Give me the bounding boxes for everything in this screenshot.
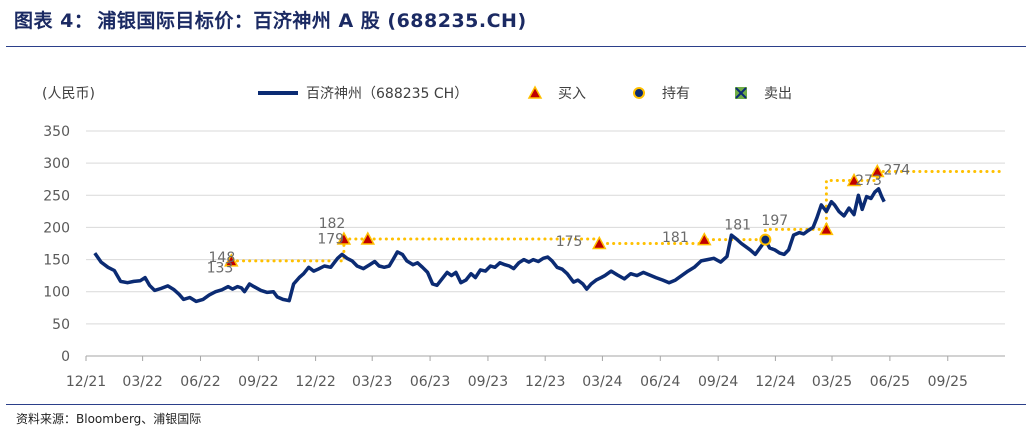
square-x-icon (735, 87, 747, 99)
hold-marker (759, 233, 772, 246)
target-price-line (229, 170, 1007, 263)
price-line (93, 187, 886, 304)
x-tick-label: 03/24 (582, 374, 622, 390)
rating-markers (224, 163, 885, 267)
y-tick-label: 250 (43, 188, 70, 204)
data-label: 181 (662, 230, 689, 246)
x-tick-label: 12/24 (755, 374, 795, 390)
target-price-layer (229, 170, 1007, 263)
figure-title-text: 浦银国际目标价：百济神州 A 股 (688235.CH) (97, 10, 527, 32)
data-label: 179 (317, 232, 344, 248)
x-tick-label: 06/25 (870, 374, 910, 390)
y-tick-label: 300 (43, 156, 70, 172)
legend-label-hold: 持有 (662, 86, 690, 102)
buy-marker (360, 231, 376, 245)
buy-marker (870, 163, 885, 178)
x-tick-label: 06/24 (640, 374, 680, 390)
y-tick-label: 150 (43, 253, 70, 269)
buy-marker (224, 253, 239, 267)
legend-label-sell: 卖出 (764, 86, 792, 102)
price-layer (93, 187, 886, 304)
y-tick-label: 200 (43, 220, 70, 236)
x-tick-label: 12/21 (66, 374, 106, 390)
x-tick-label: 03/23 (352, 374, 392, 390)
buy-marker (819, 221, 834, 236)
buy-marker (336, 231, 352, 245)
grid (86, 130, 1005, 357)
x-tick-label: 03/25 (812, 374, 852, 390)
x-tick-label: 09/23 (468, 374, 508, 390)
x-tick-label: 06/23 (410, 374, 450, 390)
data-label: 273 (855, 173, 882, 189)
source-note: 资料来源：Bloomberg、浦银国际 (16, 412, 202, 426)
data-label: 175 (556, 234, 583, 250)
x-tick-label: 09/24 (698, 374, 738, 390)
legend: 百济神州（688235 CH） 买入 持有 卖出 (258, 85, 792, 102)
data-label: 148 (209, 250, 236, 266)
price-target-chart: 0 50 100 150 200 250 300 350 12/21 03/22 06/22 09/2… (42, 85, 1007, 390)
y-tick-label: 50 (52, 317, 70, 333)
data-label: 181 (724, 217, 751, 233)
buy-marker (846, 172, 862, 187)
sell-marker-cross (735, 87, 747, 99)
legend-label-price: 百济神州（688235 CH） (306, 86, 468, 102)
y-tick-label: 350 (43, 124, 70, 140)
data-label: 182 (319, 216, 346, 232)
footer-rule (6, 404, 1026, 405)
triangle-up-icon (527, 85, 543, 99)
data-label: 133 (207, 260, 234, 276)
x-tick-label: 09/25 (928, 374, 968, 390)
figure-title-prefix: 图表 4： (14, 10, 94, 32)
data-label: 197 (761, 213, 788, 229)
buy-marker (592, 235, 607, 250)
x-tick-label: 12/22 (295, 374, 335, 390)
circle-icon (633, 87, 645, 99)
axes: 0 50 100 150 200 250 300 350 12/21 03/22 06/22 09/2… (42, 86, 1005, 390)
data-label: 274 (883, 163, 910, 179)
legend-label-buy: 买入 (558, 86, 586, 102)
x-tick-label: 03/22 (122, 374, 162, 390)
figure-title: 图表 4： 浦银国际目标价：百济神州 A 股 (688235.CH) (14, 6, 527, 33)
buy-marker (697, 232, 712, 246)
x-tick-label: 12/23 (525, 374, 565, 390)
title-rule (6, 46, 1026, 47)
y-tick-label: 100 (43, 285, 70, 301)
x-tick-label: 06/22 (180, 374, 220, 390)
x-tick-label: 09/22 (238, 374, 278, 390)
y-tick-label: 0 (61, 349, 70, 365)
y-unit-label: (人民币) (42, 86, 95, 102)
